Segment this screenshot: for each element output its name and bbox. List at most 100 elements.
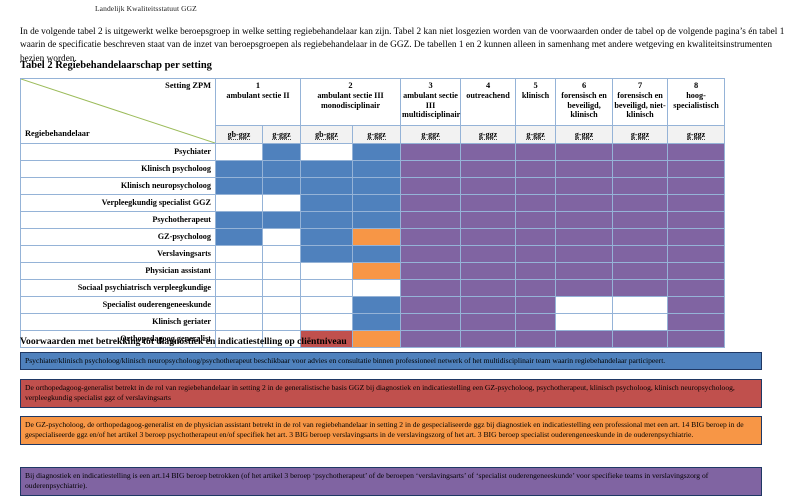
matrix-cell-r11-c5 bbox=[460, 330, 517, 348]
diagonal-divider-icon bbox=[21, 79, 215, 143]
group-number-3: 3 bbox=[428, 81, 433, 90]
matrix-cell-r5-c4 bbox=[400, 228, 462, 246]
matrix-cell-r5-c0 bbox=[215, 228, 263, 246]
group-number-8: 8 bbox=[693, 81, 699, 90]
matrix-cell-r10-c8 bbox=[612, 313, 669, 331]
subheader-label: gb-ggz bbox=[315, 129, 338, 140]
matrix-cell-r1-c4 bbox=[400, 160, 462, 178]
matrix-cell-r6-c9 bbox=[667, 245, 726, 263]
group-header-2: 2 ambulant sectie III monodisciplinair bbox=[300, 78, 402, 126]
table-row: Klinisch neuropsycholoog bbox=[20, 177, 726, 195]
table-row: Orthopedagoog generalist bbox=[20, 330, 726, 348]
group-number-2: 2 bbox=[348, 81, 353, 90]
regiebehandelaarschap-table: Setting ZPM Regiebehandelaar 1 ambulant … bbox=[20, 78, 726, 348]
matrix-cell-r3-c7 bbox=[555, 194, 614, 212]
matrix-cell-r8-c6 bbox=[515, 279, 557, 297]
matrix-cell-r9-c4 bbox=[400, 296, 462, 314]
matrix-cell-r3-c5 bbox=[460, 194, 517, 212]
matrix-cell-r2-c5 bbox=[460, 177, 517, 195]
group-name-1: ambulant sectie II bbox=[226, 90, 290, 100]
matrix-cell-r10-c0 bbox=[215, 313, 263, 331]
condition-box-purple: Bij diagnostiek en indicatiestelling is … bbox=[20, 467, 762, 496]
matrix-cell-r4-c2 bbox=[300, 211, 354, 229]
group-number-7: 7 bbox=[637, 81, 643, 90]
matrix-cell-r3-c4 bbox=[400, 194, 462, 212]
matrix-cell-r0-c6 bbox=[515, 143, 557, 161]
matrix-cell-r11-c6 bbox=[515, 330, 557, 348]
subheader-label: gb-ggz bbox=[227, 129, 251, 140]
subheader-2-g-ggz: g-ggz bbox=[352, 124, 402, 145]
matrix-cell-r4-c4 bbox=[400, 211, 462, 229]
header-group-row: Setting ZPM Regiebehandelaar 1 ambulant … bbox=[20, 78, 726, 144]
matrix-cell-r3-c9 bbox=[667, 194, 726, 212]
matrix-cell-r0-c8 bbox=[612, 143, 669, 161]
matrix-cell-r8-c7 bbox=[555, 279, 614, 297]
matrix-cell-r8-c2 bbox=[300, 279, 354, 297]
matrix-cell-r6-c4 bbox=[400, 245, 462, 263]
matrix-cell-r9-c3 bbox=[352, 296, 402, 314]
group-name-3: ambulant sectie III multidisciplinair bbox=[402, 90, 461, 120]
matrix-cell-r11-c0 bbox=[215, 330, 263, 348]
matrix-cell-r10-c3 bbox=[352, 313, 402, 331]
matrix-cell-r11-c4 bbox=[400, 330, 462, 348]
subheader-4-g-ggz: g-ggz bbox=[460, 124, 517, 145]
corner-bottom-label: Regiebehandelaar bbox=[25, 129, 90, 139]
matrix-cell-r0-c4 bbox=[400, 143, 462, 161]
matrix-cell-r5-c3 bbox=[352, 228, 402, 246]
matrix-cell-r4-c3 bbox=[352, 211, 402, 229]
matrix-cell-r7-c7 bbox=[555, 262, 614, 280]
matrix-cell-r11-c3 bbox=[352, 330, 402, 348]
subheader-1-gb-ggz: gb-ggz bbox=[215, 124, 263, 145]
row-label-8: Sociaal psychiatrisch verpleegkundige bbox=[20, 279, 216, 297]
group-header-6: 6 forensisch en beveiligd, klinisch bbox=[555, 78, 614, 126]
matrix-cell-r6-c1 bbox=[261, 245, 302, 263]
matrix-cell-r6-c3 bbox=[352, 245, 402, 263]
condition-box-orange: De GZ-psycholoog, de orthopedagoog-gener… bbox=[20, 416, 762, 445]
group-number-1: 1 bbox=[255, 81, 261, 90]
matrix-cell-r10-c6 bbox=[515, 313, 557, 331]
group-header-3: 3 ambulant sectie III multidisciplinair bbox=[400, 78, 462, 126]
subheader-5-g-ggz: g-ggz bbox=[515, 124, 557, 145]
row-label-4: Psychotherapeut bbox=[20, 211, 216, 229]
subheader-label: g-ggz bbox=[367, 129, 386, 140]
conditions-title: Voorwaarden met betrekking tot diagnosti… bbox=[20, 336, 347, 347]
matrix-cell-r5-c9 bbox=[667, 228, 726, 246]
matrix-cell-r1-c3 bbox=[352, 160, 402, 178]
matrix-cell-r0-c2 bbox=[300, 143, 354, 161]
matrix-cell-r10-c2 bbox=[300, 313, 354, 331]
matrix-cell-r4-c0 bbox=[215, 211, 263, 229]
document-header: Landelijk Kwaliteitsstatuut GGZ bbox=[95, 4, 197, 13]
matrix-cell-r6-c5 bbox=[460, 245, 517, 263]
group-header-5: 5 klinisch bbox=[515, 78, 557, 126]
matrix-cell-r11-c9 bbox=[667, 330, 726, 348]
matrix-cell-r10-c7 bbox=[555, 313, 614, 331]
condition-box-red: De orthopedagoog-generalist betrekt in d… bbox=[20, 379, 762, 408]
group-header-8: 8 hoog-specialistisch bbox=[667, 78, 726, 126]
row-label-10: Klinisch geriater bbox=[20, 313, 216, 331]
matrix-cell-r3-c6 bbox=[515, 194, 557, 212]
matrix-cell-r11-c7 bbox=[555, 330, 614, 348]
matrix-cell-r7-c2 bbox=[300, 262, 354, 280]
corner-header: Setting ZPM Regiebehandelaar bbox=[20, 78, 216, 144]
row-label-5: GZ-psycholoog bbox=[20, 228, 216, 246]
intro-paragraph: In de volgende tabel 2 is uitgewerkt wel… bbox=[20, 27, 785, 64]
matrix-cell-r9-c7 bbox=[555, 296, 614, 314]
subheader-label: g-ggz bbox=[630, 129, 650, 140]
matrix-cell-r8-c4 bbox=[400, 279, 462, 297]
matrix-cell-r2-c0 bbox=[215, 177, 263, 195]
matrix-cell-r11-c8 bbox=[612, 330, 669, 348]
row-label-11: Orthopedagoog generalist bbox=[20, 330, 216, 348]
matrix-cell-r6-c2 bbox=[300, 245, 354, 263]
matrix-cell-r0-c5 bbox=[460, 143, 517, 161]
matrix-cell-r9-c1 bbox=[261, 296, 302, 314]
group-number-6: 6 bbox=[581, 81, 587, 90]
matrix-cell-r5-c6 bbox=[515, 228, 557, 246]
matrix-cell-r4-c9 bbox=[667, 211, 726, 229]
subheader-2-gb-ggz: gb-ggz bbox=[300, 124, 354, 145]
matrix-cell-r2-c8 bbox=[612, 177, 669, 195]
matrix-cell-r6-c0 bbox=[215, 245, 263, 263]
group-name-7: forensisch en beveiligd, niet-klinisch bbox=[614, 90, 666, 120]
matrix-cell-r6-c7 bbox=[555, 245, 614, 263]
header-sub-row: gb-ggz g-ggz gb-ggz g-ggz g-ggz g-ggz g-… bbox=[21, 124, 726, 145]
table-row: Physician assistant bbox=[20, 262, 726, 280]
